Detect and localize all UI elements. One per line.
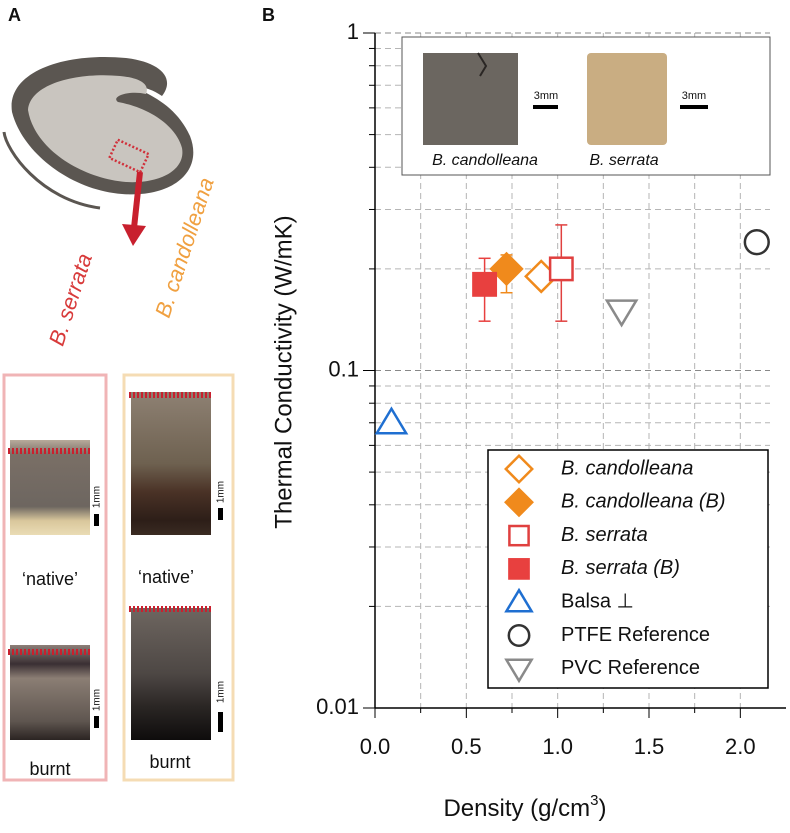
marker: [504, 454, 534, 484]
scale-bar: [94, 716, 99, 728]
inset: 3mm 3mm B. candolleana B. serrata: [401, 36, 771, 176]
legend-label: PVC Reference: [561, 657, 700, 679]
scale-bar: [94, 514, 99, 526]
marker: [507, 624, 531, 647]
inset-photo: [423, 53, 518, 145]
scale-label: 1mm: [92, 486, 103, 508]
x-axis-label-end: ): [599, 795, 607, 822]
photo: [131, 608, 211, 740]
marks: [374, 224, 770, 435]
panel-a: A B. serrata B. candolleana 1mm 1mm 1mm …: [2, 5, 235, 782]
legend-box: [487, 449, 769, 689]
legend-label: B. serrata (B): [561, 557, 680, 579]
x-tick-label: 0.0: [360, 734, 391, 759]
marker: [504, 587, 534, 613]
x-tick-label: 1.5: [634, 734, 665, 759]
x-axis-label-text: Density (g/cm: [443, 795, 590, 822]
x-axis-label-sup: 3: [590, 792, 598, 809]
y-tick-label: 0.1: [328, 356, 359, 381]
x-tick-label: 2.0: [725, 734, 756, 759]
legend-label: Balsa ⊥: [561, 590, 634, 612]
photo: [131, 392, 211, 535]
marker: [472, 271, 498, 297]
inset-photo: [587, 53, 667, 145]
scale-label: 3mm: [682, 90, 706, 102]
state-label: ‘native’: [22, 569, 78, 589]
scale-bar: [218, 712, 223, 732]
marker: [508, 524, 530, 547]
inset-label: B. candolleana: [432, 152, 538, 169]
photo: [10, 645, 90, 740]
axes: 0.01 0.1 1 0.0 0.5 1.0 1.5 2.0: [316, 19, 786, 759]
x-tick-label: 1.0: [542, 734, 573, 759]
state-label: burnt: [29, 759, 70, 779]
marker: [604, 299, 639, 328]
legend-label: B. candolleana: [561, 457, 693, 479]
x-tick-label: 0.5: [451, 734, 482, 759]
photo: [10, 440, 90, 535]
shell-edge: [2, 131, 101, 210]
arrow: [131, 171, 143, 229]
scale-bar: [680, 105, 708, 109]
panel-b: B Thermal Conductivity (W/mK) Density (g…: [262, 5, 786, 822]
y-tick-label: 0.01: [316, 694, 359, 719]
state-label: burnt: [149, 752, 190, 772]
y-axis-label: Thermal Conductivity (W/mK): [270, 215, 297, 528]
marker: [548, 256, 574, 282]
scale-label: 1mm: [216, 481, 227, 503]
marker: [504, 658, 534, 684]
marker: [743, 229, 770, 256]
state-label: ‘native’: [138, 567, 194, 587]
marker: [489, 251, 524, 287]
scale-bar: [533, 105, 558, 109]
marker: [504, 487, 534, 518]
arrow-head: [122, 224, 146, 246]
legend: B. candolleana B. candolleana (B) B. serra…: [487, 449, 769, 689]
x-axis-label: Density (g/cm3): [443, 792, 606, 822]
species-label: B. serrata: [44, 250, 97, 348]
panel-label: B: [262, 5, 275, 25]
scale-label: 1mm: [92, 689, 103, 711]
legend-label: B. candolleana (B): [561, 491, 726, 513]
inset-label: B. serrata: [589, 152, 658, 169]
scale-label: 1mm: [216, 681, 227, 703]
species-box: [2, 373, 108, 782]
species-label: B. candolleana: [150, 174, 219, 320]
species-box: [122, 373, 235, 782]
legend-label: B. serrata: [561, 524, 648, 546]
legend-label: PTFE Reference: [561, 624, 710, 646]
shell-inner: [28, 75, 183, 183]
sample-region: [107, 138, 151, 174]
scale-label: 3mm: [534, 90, 558, 102]
marker: [508, 558, 530, 580]
y-tick-label: 1: [347, 19, 359, 44]
crack: [477, 52, 488, 77]
scale-bar: [218, 508, 223, 520]
marker: [374, 406, 409, 435]
panel-label: A: [8, 5, 21, 25]
